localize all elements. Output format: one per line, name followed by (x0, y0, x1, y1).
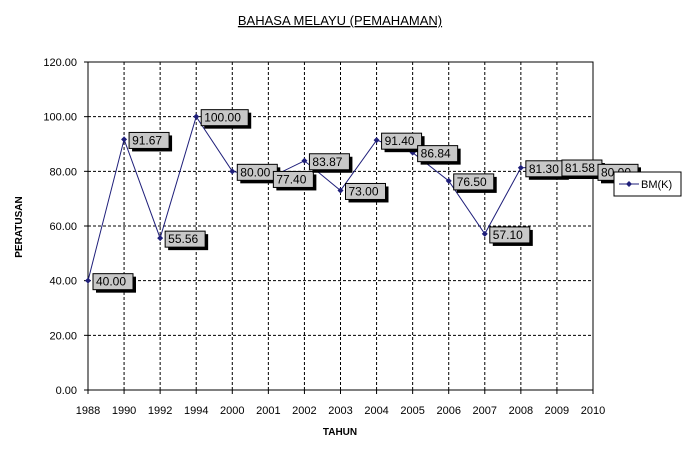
data-label-text: 91.67 (132, 133, 162, 147)
x-tick-label: 1992 (148, 405, 172, 417)
data-label-text: 55.56 (168, 232, 198, 246)
data-label: 73.00 (345, 182, 389, 203)
legend-label: BM(K) (641, 179, 672, 191)
data-label: 81.30 (525, 160, 569, 180)
data-label-text: 81.58 (565, 161, 595, 175)
y-tick-label: 40.00 (49, 276, 77, 288)
data-point (301, 157, 308, 164)
y-tick-label: 20.00 (49, 330, 77, 342)
data-label-text: 76.50 (457, 175, 487, 189)
data-point (85, 277, 91, 284)
data-label: 91.40 (381, 132, 425, 153)
data-label-box (272, 170, 314, 188)
data-point (445, 177, 452, 184)
data-label-text: 80.00 (240, 165, 270, 179)
legend: BM(K) (613, 171, 682, 197)
x-axis-title: TAHUN (323, 427, 357, 438)
x-tick-label: 1990 (112, 405, 136, 417)
data-label: 86.84 (417, 145, 461, 165)
data-label: 83.87 (308, 153, 353, 173)
data-point (481, 230, 488, 237)
data-point (373, 137, 380, 144)
y-tick-label: 60.00 (49, 221, 77, 233)
data-label-text: 77.40 (276, 172, 306, 186)
y-tick-label: 80.00 (49, 166, 77, 178)
data-label: 80.00 (236, 163, 281, 184)
x-tick-label: 2003 (328, 405, 352, 417)
x-tick-label: 2001 (256, 405, 280, 417)
data-label-box (417, 145, 459, 163)
data-labels: 40.00 91.67 55.56 100.00 80.00 77.40 83.87 73.0… (92, 109, 641, 293)
x-tick-label: 2008 (509, 405, 533, 417)
data-label-text: 73.00 (349, 184, 379, 198)
x-axis: 1988 1990 1992 1994 2000 2001 2002 2003 2004 2005… (76, 390, 605, 417)
data-point (229, 168, 236, 175)
x-tick-label: 1994 (184, 405, 208, 417)
data-point (121, 136, 128, 143)
y-tick-label: 100.00 (43, 112, 77, 124)
x-tick-label: 2000 (220, 405, 244, 417)
data-label-box (92, 273, 134, 291)
data-label: 91.67 (128, 131, 173, 152)
data-label-box (308, 153, 350, 171)
x-tick-label: 2005 (400, 405, 424, 417)
legend-marker (626, 181, 632, 187)
y-tick-label: 120.00 (43, 57, 77, 69)
data-label-text: 57.10 (493, 228, 523, 242)
x-tick-label: 2010 (581, 405, 605, 417)
x-tick-label: 1988 (76, 405, 100, 417)
data-label: 81.58 (561, 159, 605, 180)
data-label-text: 91.40 (385, 134, 415, 148)
x-tick-label: 2004 (364, 405, 388, 417)
x-tick-label: 2002 (292, 405, 316, 417)
data-point (517, 164, 524, 171)
data-label: 55.56 (164, 230, 209, 251)
data-label: 57.10 (489, 226, 533, 246)
data-label: 100.00 (200, 109, 252, 129)
data-label-box (164, 230, 206, 248)
data-label: 40.00 (92, 273, 136, 293)
data-label: 76.50 (453, 173, 497, 193)
x-tick-label: 2006 (436, 405, 460, 417)
y-axis-title: PERATUSAN (14, 196, 25, 257)
data-label-text: 81.30 (529, 162, 559, 176)
data-point (193, 113, 200, 120)
data-point (337, 187, 344, 194)
data-label: 77.40 (272, 170, 317, 191)
data-label-text: 40.00 (96, 275, 126, 289)
data-label-box (345, 182, 386, 200)
x-tick-label: 2007 (473, 405, 497, 417)
data-label-text: 100.00 (204, 111, 241, 125)
data-label-text: 83.87 (312, 155, 342, 169)
data-label-box (200, 109, 249, 127)
y-tick-label: 0.00 (56, 385, 77, 397)
y-axis: 0.00 20.00 40.00 60.00 80.00 100.00 120.00 (43, 57, 88, 397)
data-label-box (128, 131, 170, 149)
data-label-box (489, 226, 531, 244)
data-point (157, 235, 164, 242)
data-label-text: 86.84 (421, 147, 451, 161)
x-tick-label: 2009 (545, 405, 569, 417)
chart-title: BAHASA MELAYU (PEMAHAMAN) (238, 13, 442, 28)
data-label-box (381, 132, 423, 150)
data-label-box (453, 173, 495, 191)
